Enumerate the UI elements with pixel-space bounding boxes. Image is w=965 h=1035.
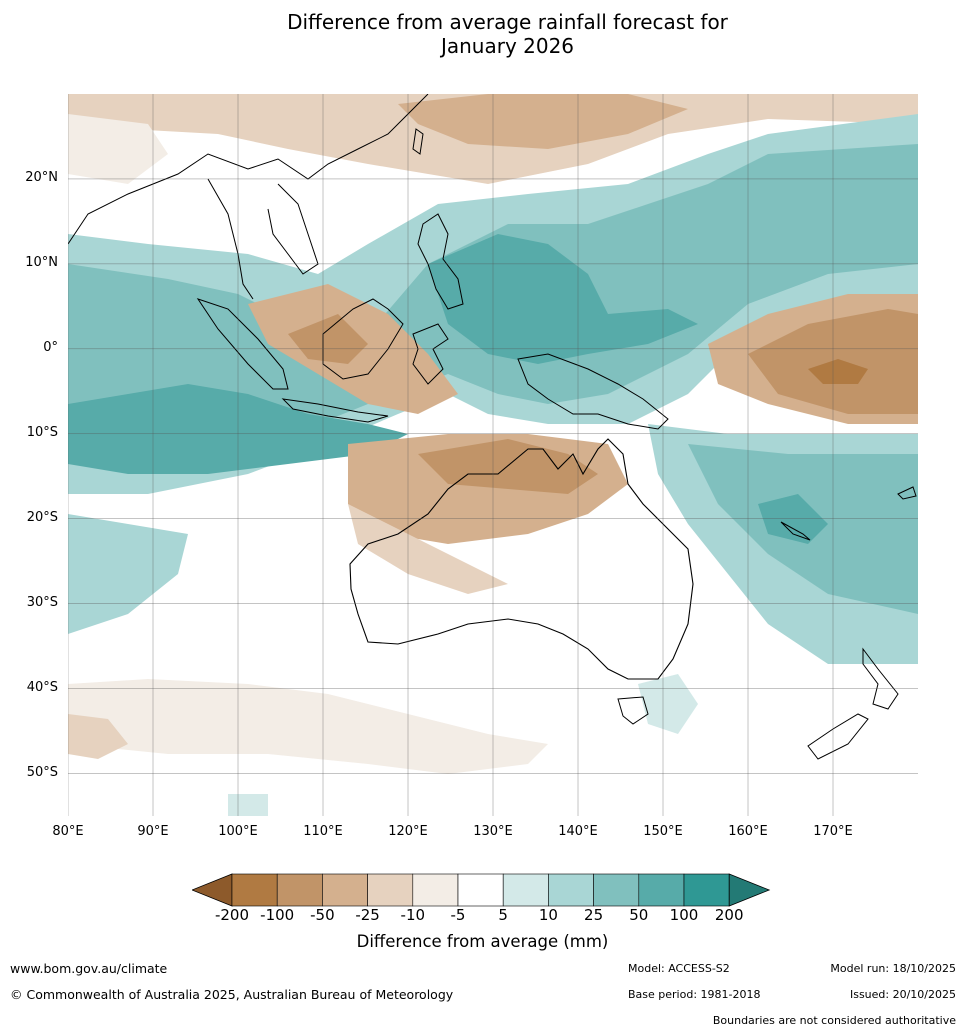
longitude-label: 160°E [728,824,768,839]
colorbar-tick-label: -25 [355,906,380,924]
model-run: Model run: 18/10/2025 [830,962,956,975]
title-line-1: Difference from average rainfall forecas… [287,10,728,34]
fiji-coastline [897,486,917,500]
longitude-label: 130°E [473,824,513,839]
longitude-label: 100°E [218,824,258,839]
colorbar-tick-label: 5 [498,906,508,924]
colorbar-tick-label: -200 [214,906,250,924]
colorbar-tick-label: -50 [310,906,335,924]
longitude-label: 150°E [643,824,683,839]
region-tasman-wet [638,674,698,734]
boundaries-disclaimer: Boundaries are not considered authoritat… [712,1014,956,1027]
colorbar-tick-label: -5 [450,906,466,924]
region-sw-pacific-wet-strong [758,494,828,544]
philippines-coastline [417,213,464,310]
latitude-label: 50°S [26,764,58,780]
latitude-label: 0° [43,339,58,355]
issued-date: Issued: 20/10/2025 [849,988,956,1001]
longitude-label: 90°E [137,824,169,839]
colorbar-cell [457,873,504,907]
rainfall-map [68,94,918,816]
latitude-label: 30°S [26,594,58,610]
region-equatorial-wet-strong [428,234,698,364]
latitude-label: 20°N [25,169,58,185]
colorbar-cell [231,873,278,907]
region-naus-dry-light [348,504,508,594]
base-period: Base period: 1981-2018 [628,988,761,1001]
longitude-label: 170°E [813,824,853,839]
region-nw-light [68,114,168,184]
colorbar-tick-label: 50 [629,906,649,924]
gridlines [68,94,918,816]
region-southern-dry [68,679,548,774]
longitude-label: 140°E [558,824,598,839]
copyright: © Commonwealth of Australia 2025, Austra… [10,987,454,1002]
colorbar-tick-label: 100 [669,906,699,924]
borneo-coastline [322,298,404,380]
model-name: Model: ACCESS-S2 [628,962,730,975]
new-guinea-coastline [517,353,669,430]
colorbar-cell [548,873,594,907]
region-naus-dry-strong [418,439,598,494]
colorbar-tick-label: -100 [260,906,295,924]
latitude-label: 10°N [25,254,58,270]
longitude-label: 80°E [52,824,84,839]
region-borneo-dry-strong [288,314,368,364]
map-title: Difference from average rainfall forecas… [0,10,965,58]
colorbar-tick-label: 25 [584,906,604,924]
colorbar-cell [593,873,640,907]
bom-url[interactable]: www.bom.gov.au/climate [10,961,168,976]
colorbar-tick-label: 10 [538,906,558,924]
latitude-label: 20°S [26,509,58,525]
colorbar [192,873,771,907]
longitude-label: 120°E [388,824,428,839]
colorbar-cell [683,873,730,907]
colorbar-cell [322,873,368,907]
region-south-small-wet [228,794,268,816]
longitude-label: 110°E [303,824,343,839]
tasmania-coastline [617,696,649,725]
colorbar-extend-high [728,873,771,907]
title-line-2: January 2026 [440,34,575,58]
colorbar-extend-low [192,873,233,907]
region-north-dry-strong [398,94,688,149]
region-pacific-dry-core [808,359,868,384]
sulawesi-coastline [412,323,449,385]
colorbar-cell [638,873,685,907]
colorbar-tick-label: 200 [714,906,744,924]
region-southern-dry-patch [68,714,128,759]
colorbar-cell [412,873,459,907]
colorbar-cell [502,873,549,907]
colorbar-title: Difference from average (mm) [356,932,609,951]
colorbar-cell [367,873,414,907]
region-se-indian-wet [68,514,188,634]
latitude-label: 40°S [26,679,58,695]
colorbar-cell [276,873,323,907]
taiwan-coastline [412,128,424,155]
new-zealand-north-island [862,647,899,710]
colorbar-tick-label: -10 [400,906,426,924]
java-coastline [281,398,389,423]
new-caledonia-coastline [780,521,811,541]
latitude-label: 10°S [26,424,58,440]
